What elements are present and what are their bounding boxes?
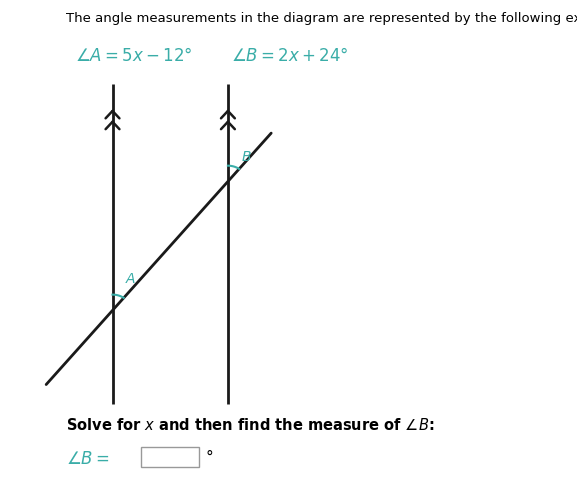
Text: $\angle A = 5x - 12°$: $\angle A = 5x - 12°$: [75, 47, 192, 65]
Text: $A$: $A$: [125, 272, 137, 286]
Text: $\angle B =$: $\angle B =$: [66, 450, 110, 468]
Text: Solve for $x$ and then find the measure of $\angle B$:: Solve for $x$ and then find the measure …: [66, 417, 434, 432]
Text: $\angle B = 2x + 24°$: $\angle B = 2x + 24°$: [231, 47, 349, 65]
Text: The angle measurements in the diagram are represented by the following expressio: The angle measurements in the diagram ar…: [66, 12, 577, 25]
FancyBboxPatch shape: [141, 447, 199, 467]
Text: °: °: [206, 450, 213, 464]
Text: $B$: $B$: [241, 150, 251, 164]
